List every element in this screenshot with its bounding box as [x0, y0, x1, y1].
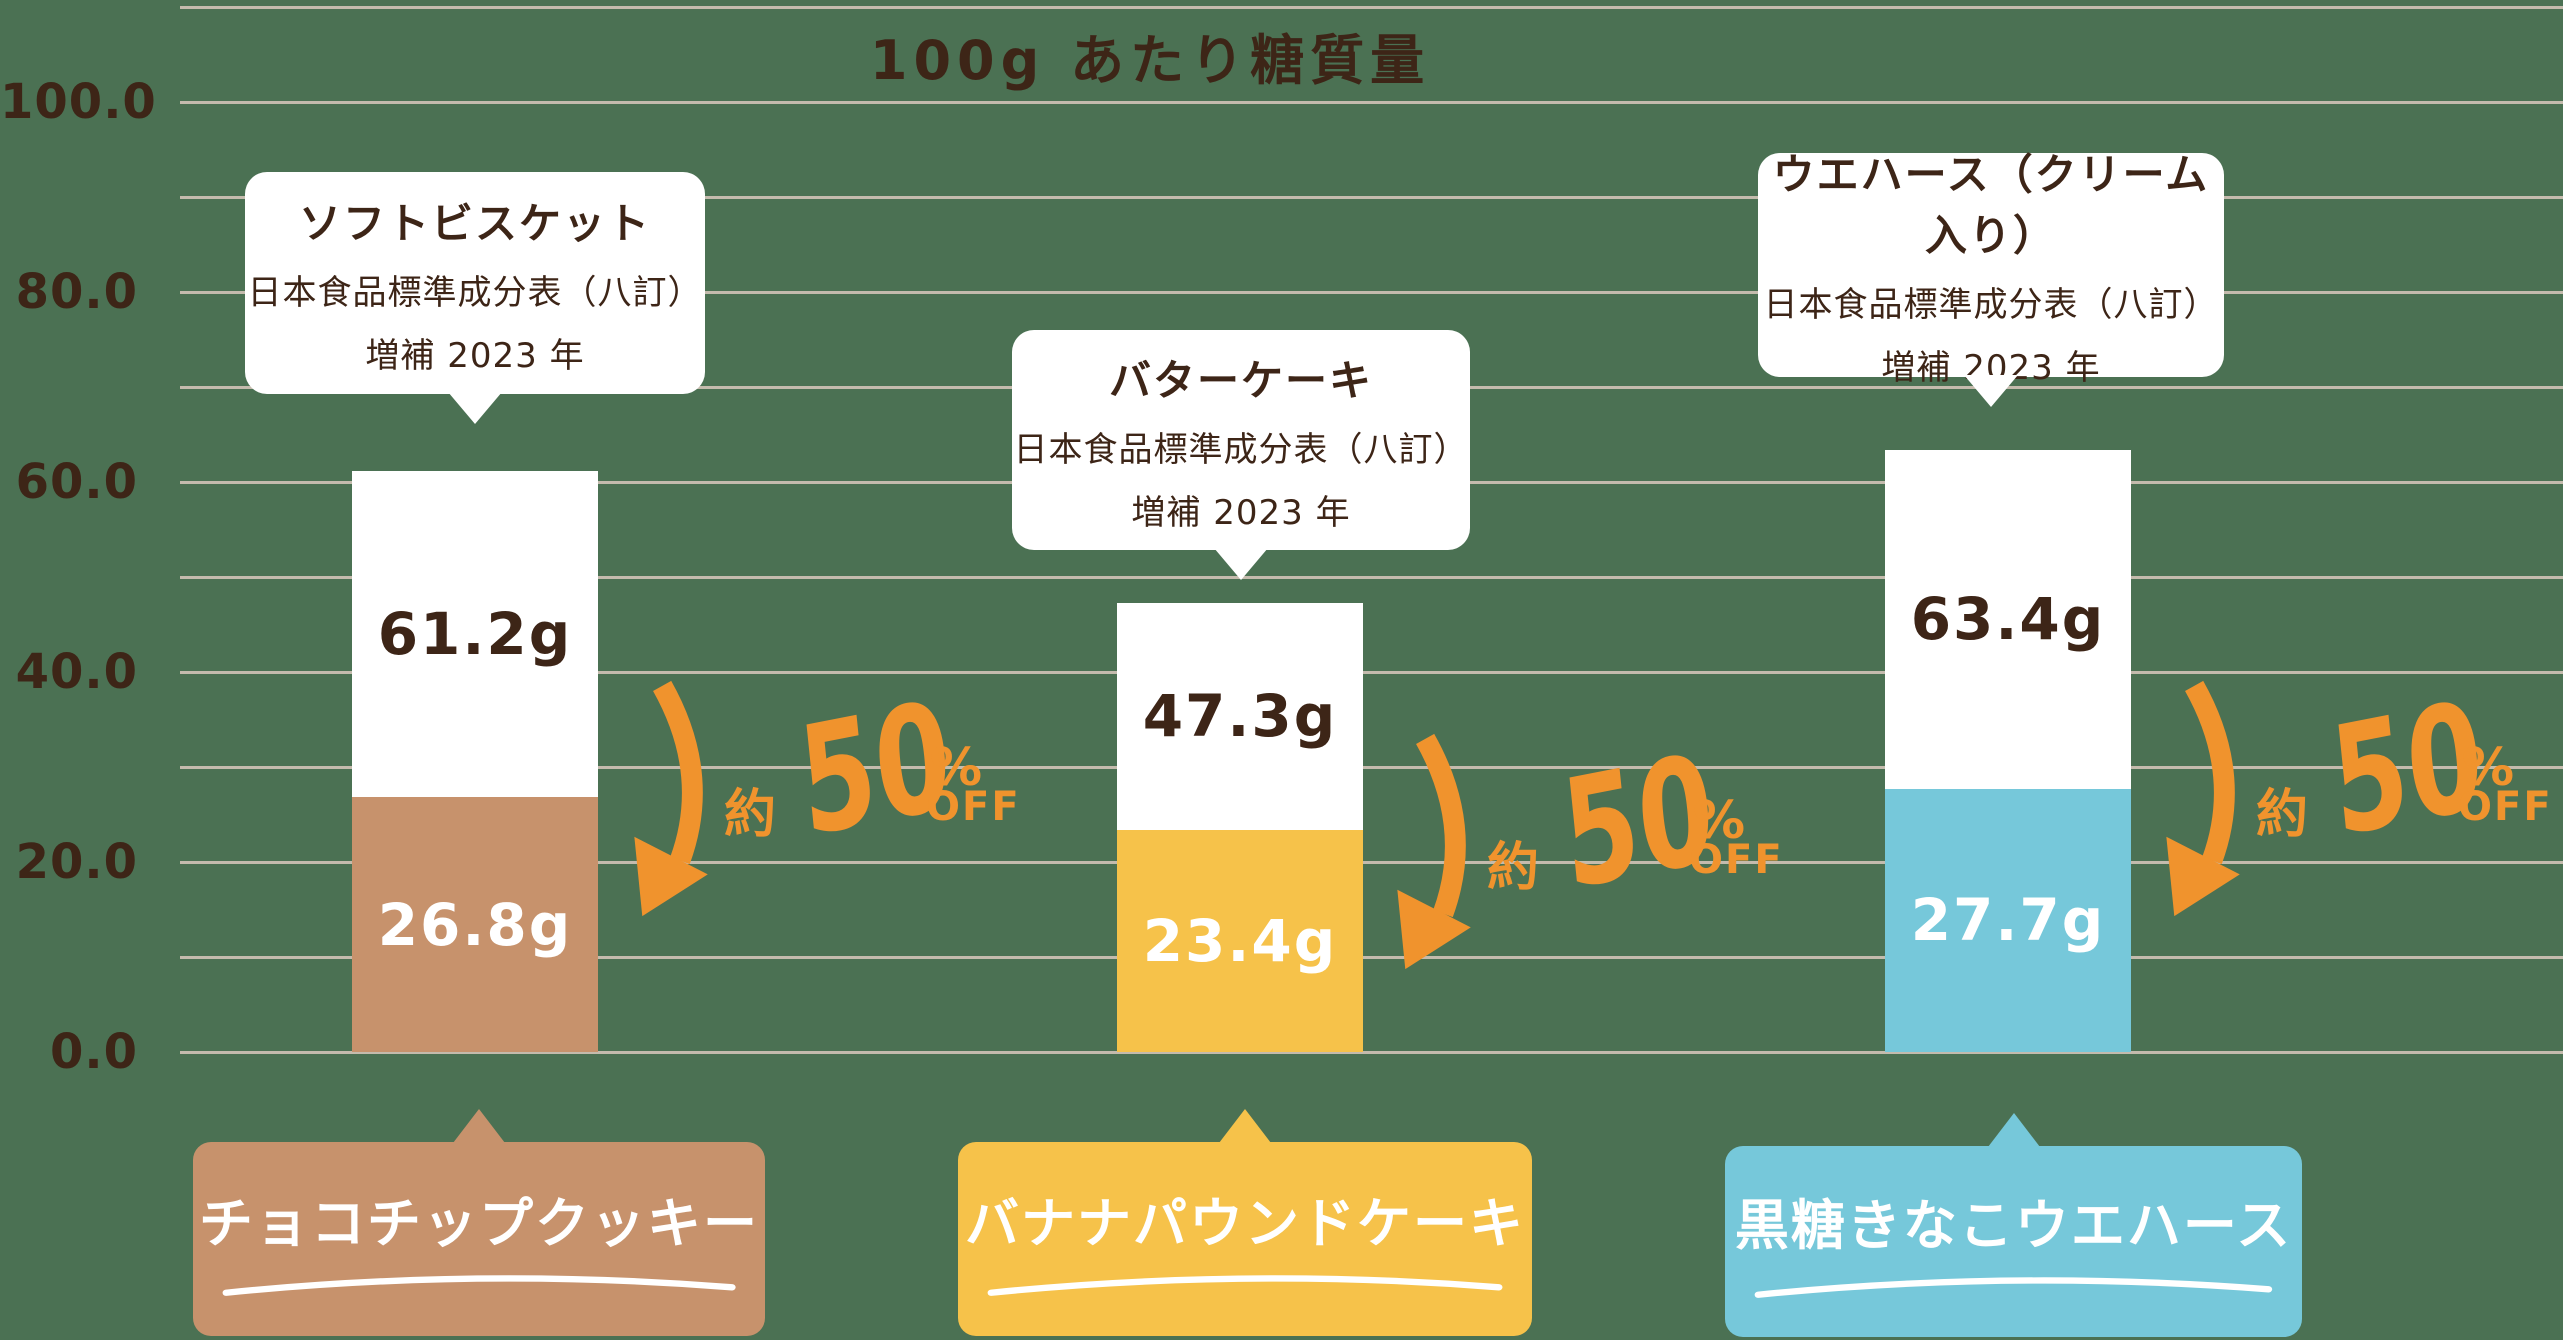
product-value-label: 26.8g — [377, 890, 573, 959]
product-name-label: 黒糖きなこウエハース — [1734, 1194, 2293, 1257]
reference-value-label: 47.3g — [1142, 682, 1338, 751]
chart-title: 100g あたり糖質量 — [869, 29, 1431, 92]
product-name-label: チョコチップクッキー — [199, 1191, 759, 1255]
product-name-box: 黒糖きなこウエハース — [1725, 1113, 2302, 1337]
reference-value-label: 61.2g — [377, 599, 573, 668]
discount-annotation: 約 50 % OFF — [1383, 693, 1813, 993]
stacked-bar: 61.2g 26.8g — [352, 470, 598, 1052]
reference-source-line2: 増補 2023 年 — [365, 335, 585, 376]
y-axis-tick-label: 20.0 — [15, 834, 138, 890]
discount-percent-label: % — [2462, 738, 2515, 798]
callout-reference-product: バターケーキ 日本食品標準成分表（八訂） 増補 2023 年 — [1012, 330, 1470, 580]
gridline — [180, 195, 2563, 199]
y-axis-tick-label: 60.0 — [15, 454, 138, 510]
curved-down-arrow-icon — [634, 680, 708, 917]
stacked-bar: 47.3g 23.4g — [1117, 602, 1363, 1052]
discount-number-label: 50 — [1555, 722, 1722, 924]
reference-segment: 61.2g — [352, 471, 598, 798]
discount-percent-label: % — [930, 738, 983, 798]
discount-off-label: OFF — [2458, 784, 2553, 830]
reference-source-line2: 増補 2023 年 — [1131, 492, 1351, 533]
handwritten-underline — [222, 1274, 736, 1296]
y-axis-tick-label: 100.0 — [0, 74, 157, 130]
discount-annotation: 約 50 % OFF — [620, 640, 1050, 940]
stacked-bar: 63.4g 27.7g — [1885, 449, 2131, 1052]
reference-source-line1: 日本食品標準成分表（八訂） — [1013, 429, 1469, 470]
discount-approx-label: 約 — [2255, 785, 2308, 845]
handwritten-underline — [987, 1274, 1503, 1296]
y-axis-tick-label: 80.0 — [15, 264, 138, 320]
callout-reference-product: ソフトビスケット 日本食品標準成分表（八訂） 増補 2023 年 — [245, 172, 705, 424]
discount-approx-label: 約 — [1486, 838, 1539, 898]
product-name-box: チョコチップクッキー — [193, 1109, 765, 1336]
reference-product-name: バターケーキ — [1108, 355, 1373, 405]
gridline — [180, 765, 2563, 769]
gridline — [180, 1050, 2563, 1054]
reference-segment: 47.3g — [1117, 603, 1363, 830]
discount-number-label: 50 — [2324, 669, 2491, 871]
y-axis-tick-label: 40.0 — [15, 644, 138, 700]
reference-source-line1: 日本食品標準成分表（八訂） — [1763, 285, 2219, 325]
callout-reference-product: ウエハース（クリーム入り） 日本食品標準成分表（八訂） 増補 2023 年 — [1758, 150, 2224, 407]
discount-number-label: 50 — [792, 669, 959, 871]
product-value-label: 27.7g — [1910, 886, 2106, 955]
product-name-label: バナナパウンドケーキ — [965, 1191, 1525, 1255]
reference-product-name: ソフトビスケット — [298, 198, 651, 248]
discount-off-label: OFF — [1689, 837, 1784, 883]
product-segment: 26.8g — [352, 797, 598, 1052]
gridline — [180, 290, 2563, 294]
discount-percent-label: % — [1693, 791, 1746, 851]
gridline — [180, 860, 2563, 864]
gridline — [180, 100, 2563, 104]
reference-source-line1: 日本食品標準成分表（八訂） — [247, 272, 703, 313]
reference-source-line2: 増補 2023 年 — [1881, 348, 2101, 388]
discount-approx-label: 約 — [723, 785, 776, 845]
gridline — [180, 5, 2563, 9]
gridline — [180, 955, 2563, 959]
curved-down-arrow-icon — [1397, 733, 1471, 970]
y-axis-tick-label: 0.0 — [49, 1024, 138, 1080]
gridline — [180, 575, 2563, 579]
reference-value-label: 63.4g — [1910, 585, 2106, 654]
product-name-box: バナナパウンドケーキ — [958, 1109, 1532, 1336]
product-value-label: 23.4g — [1142, 906, 1338, 975]
gridline — [180, 670, 2563, 674]
curved-down-arrow-icon — [2166, 680, 2240, 917]
discount-off-label: OFF — [926, 784, 1021, 830]
product-segment: 23.4g — [1117, 829, 1363, 1052]
reference-segment: 63.4g — [1885, 450, 2131, 789]
reference-product-name: ウエハース（クリーム入り） — [1772, 150, 2210, 260]
handwritten-underline — [1754, 1277, 2273, 1298]
product-segment: 27.7g — [1885, 788, 2131, 1052]
discount-annotation: 約 50 % OFF — [2152, 640, 2563, 940]
